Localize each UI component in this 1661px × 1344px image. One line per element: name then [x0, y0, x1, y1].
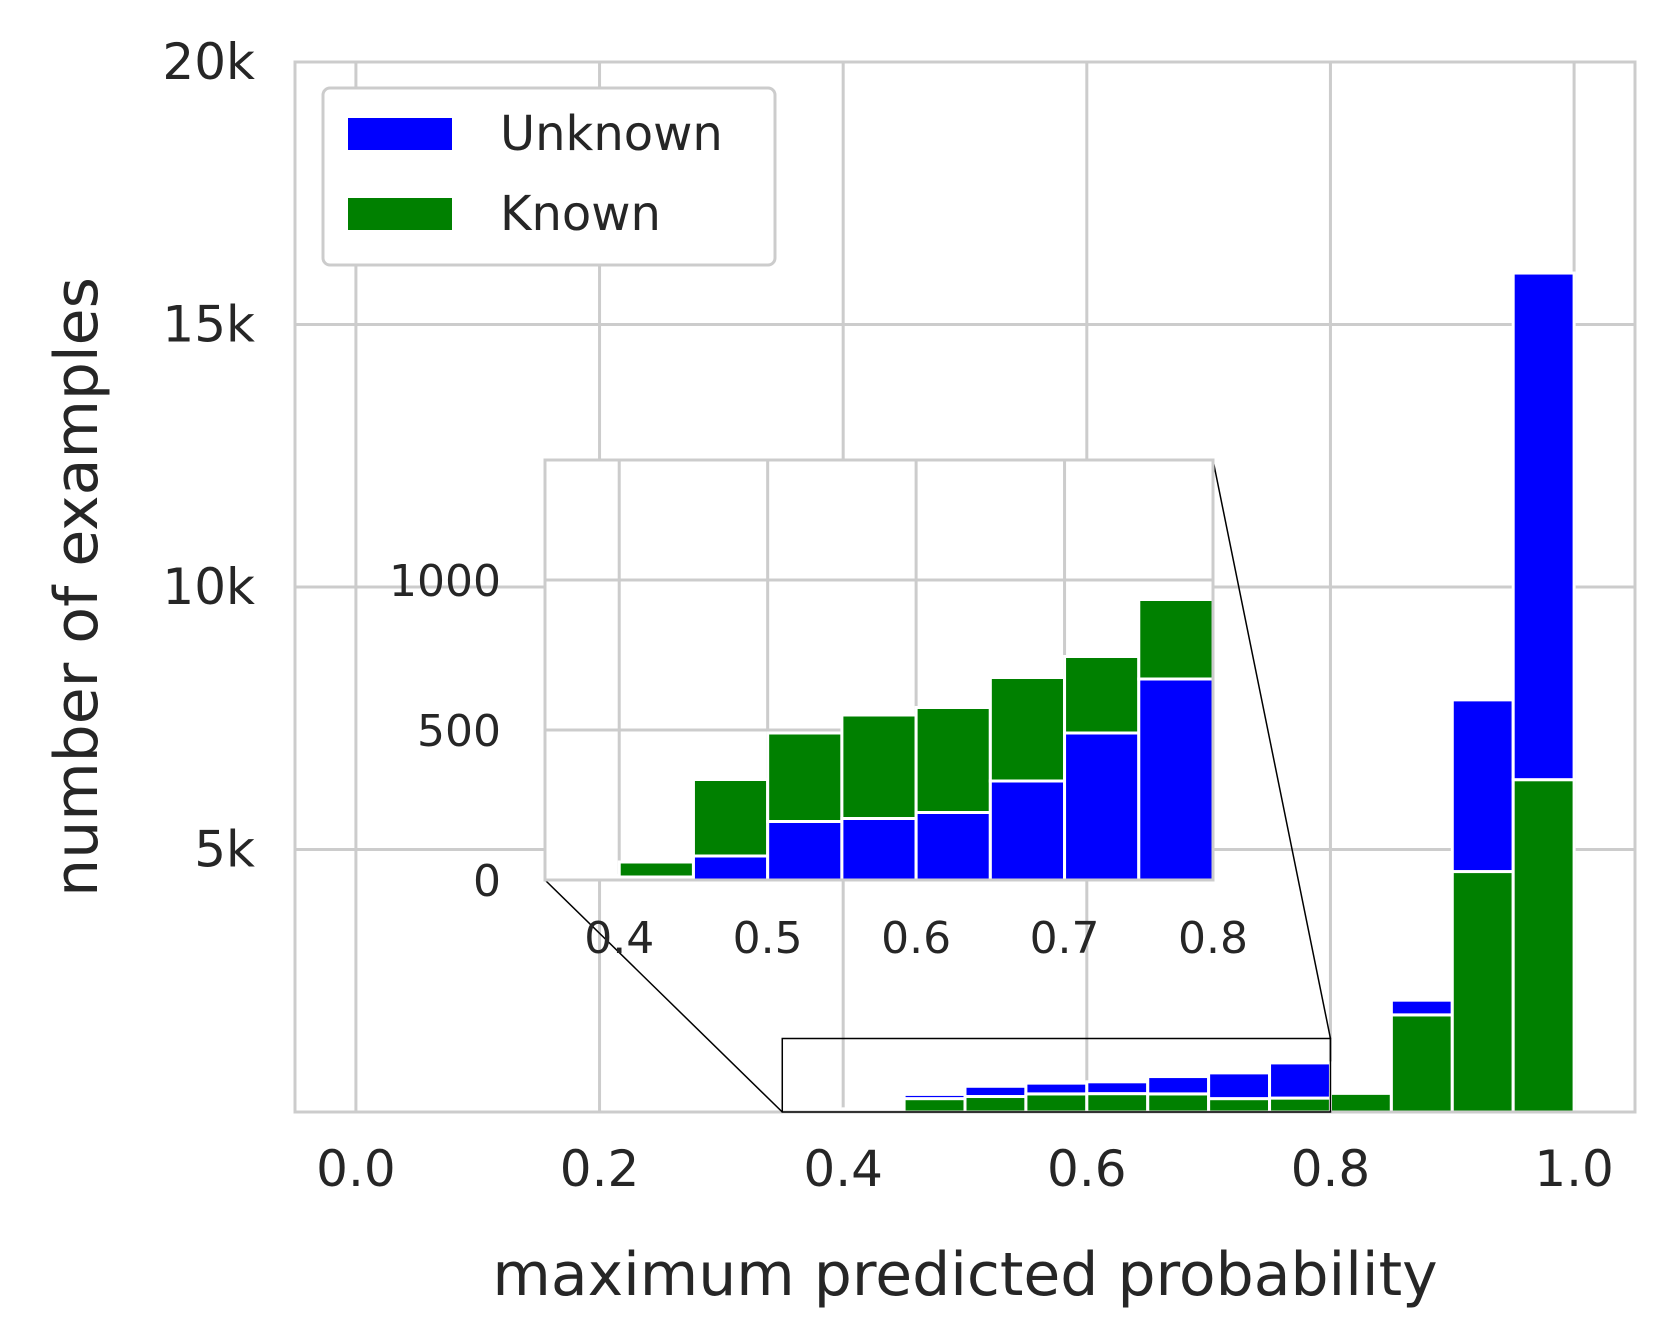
- bar-known: [902, 1097, 967, 1114]
- x-tick-label: 0.0: [316, 1140, 396, 1198]
- inset-bar-known: [543, 874, 621, 880]
- y-axis-title: number of examples: [42, 277, 112, 897]
- inset-bar-unknown: [840, 817, 918, 882]
- inset-chart: 0.4 0.5 0.6 0.7 0.8 0 500 1000: [389, 458, 1248, 964]
- main-bars: [780, 271, 1576, 1114]
- inset-bar-known: [914, 706, 992, 814]
- inset-bar-known: [840, 713, 918, 820]
- bar-unknown: [1085, 1080, 1150, 1096]
- inset-x-tick-label: 0.6: [881, 913, 951, 964]
- zoom-region-box: [781, 1037, 1332, 1113]
- y-tick-label: 10k: [162, 558, 255, 616]
- inset-x-tick-label: 0.4: [584, 913, 654, 964]
- legend-label-unknown: Unknown: [500, 106, 723, 162]
- bar-unknown: [963, 1084, 1028, 1099]
- inset-bar-unknown: [914, 811, 992, 882]
- bar-known: [1511, 778, 1576, 1114]
- inset-y-tick-label: 0: [473, 856, 501, 907]
- inset-bar-unknown: [1137, 677, 1215, 882]
- inset-bars: [543, 598, 1215, 882]
- x-tick-label: 0.2: [560, 1140, 640, 1198]
- inset-x-tick-label: 0.8: [1178, 913, 1248, 964]
- x-tick-label: 0.4: [803, 1140, 883, 1198]
- inset-ticks: 0.4 0.5 0.6 0.7 0.8 0 500 1000: [389, 556, 1248, 964]
- inset-frame: [543, 458, 1215, 882]
- bar-known: [1207, 1097, 1272, 1114]
- x-tick-label: 0.8: [1291, 1140, 1371, 1198]
- inset-y-tick-label: 1000: [389, 556, 501, 607]
- inset-x-tick-label: 0.5: [733, 913, 803, 964]
- bar-unknown: [1268, 1061, 1332, 1100]
- inset-bar-unknown: [766, 820, 844, 882]
- y-tick-label: 20k: [162, 33, 255, 91]
- main-ticks: 0.0 0.2 0.4 0.6 0.8 1.0 5k 10k 15k 20k: [162, 33, 1613, 1198]
- inset-bar-known: [1063, 655, 1141, 735]
- inset-bar-known: [988, 676, 1067, 783]
- bar-known: [1085, 1092, 1150, 1114]
- bar-known: [1268, 1096, 1332, 1114]
- inset-bar-known: [766, 731, 844, 823]
- x-tick-label: 0.6: [1047, 1140, 1127, 1198]
- inset-bar-unknown: [988, 779, 1067, 882]
- bar-known: [1146, 1092, 1211, 1114]
- bar-known: [1328, 1091, 1393, 1114]
- bar-unknown: [1207, 1071, 1272, 1101]
- bar-known: [1389, 1013, 1454, 1114]
- inset-bar-known: [691, 778, 770, 858]
- inset-y-tick-label: 500: [417, 706, 501, 757]
- bar-unknown: [1450, 698, 1515, 874]
- bar-unknown: [1389, 998, 1454, 1017]
- x-tick-label: 1.0: [1534, 1140, 1614, 1198]
- bar-unknown: [1024, 1081, 1089, 1096]
- bar-unknown: [902, 1092, 967, 1101]
- bar-known: [1450, 870, 1515, 1114]
- inset-bar-known: [1137, 598, 1215, 681]
- x-axis-title: maximum predicted probability: [492, 1240, 1437, 1310]
- y-tick-label: 15k: [162, 296, 255, 354]
- bar-unknown: [841, 1107, 906, 1111]
- zoom-indicator: [544, 459, 1332, 1113]
- zoom-connector-right: [1212, 459, 1332, 1039]
- y-tick-label: 5k: [194, 821, 255, 879]
- bar-known: [1024, 1092, 1089, 1114]
- legend-label-known: Known: [500, 186, 661, 242]
- bar-known: [963, 1095, 1028, 1114]
- inset-bar-known: [617, 860, 695, 879]
- legend-swatch-known: [348, 198, 452, 230]
- zoom-connector-left: [544, 879, 783, 1113]
- inset-bar-unknown: [691, 854, 770, 882]
- bar-unknown: [1146, 1075, 1211, 1096]
- inset-bar-unknown: [1063, 731, 1141, 882]
- inset-x-tick-label: 0.7: [1030, 913, 1100, 964]
- legend-swatch-unknown: [348, 118, 452, 150]
- legend: Unknown Known: [321, 86, 777, 267]
- bar-unknown: [1511, 271, 1576, 782]
